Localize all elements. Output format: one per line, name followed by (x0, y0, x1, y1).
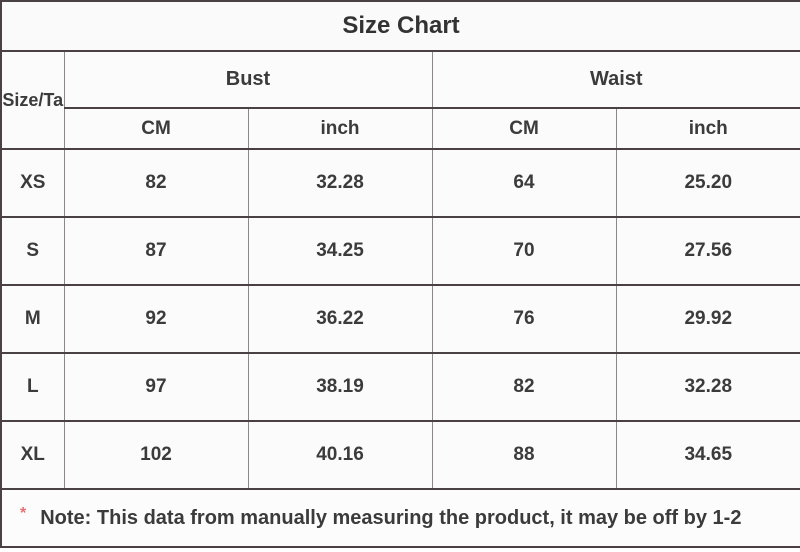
table-row-s: S 87 34.25 70 27.56 (0, 216, 800, 286)
size-label: M (0, 284, 65, 354)
cell-waist-inch: 29.92 (615, 284, 800, 354)
cell-bust-cm: 97 (63, 352, 249, 422)
group-header-row: Size/Ta Bust Waist (0, 50, 800, 150)
unit-header-waist-cm: CM (431, 107, 617, 150)
col-header-waist: Waist (431, 50, 800, 109)
cell-bust-cm: 82 (63, 148, 249, 218)
cell-bust-cm: 102 (63, 420, 249, 490)
cell-waist-inch: 34.65 (615, 420, 800, 490)
table-row-xl: XL 102 40.16 88 34.65 (0, 420, 800, 490)
cell-bust-cm: 87 (63, 216, 249, 286)
cell-waist-inch: 32.28 (615, 352, 800, 422)
title-row: Size Chart (0, 0, 800, 52)
measurement-note: * Note: This data from manually measurin… (2, 507, 800, 530)
note-text: Note: This data from manually measuring … (40, 506, 742, 529)
cell-waist-cm: 82 (431, 352, 617, 422)
col-header-bust: Bust (63, 50, 433, 109)
cell-bust-inch: 32.28 (247, 148, 433, 218)
table-row-xs: XS 82 32.28 64 25.20 (0, 148, 800, 218)
cell-bust-inch: 40.16 (247, 420, 433, 490)
unit-header-bust-inch: inch (247, 107, 433, 150)
size-label: XL (0, 420, 65, 490)
cell-bust-inch: 36.22 (247, 284, 433, 354)
cell-bust-inch: 38.19 (247, 352, 433, 422)
table-row-l: L 97 38.19 82 32.28 (0, 352, 800, 422)
cell-waist-cm: 64 (431, 148, 617, 218)
size-label: L (0, 352, 65, 422)
cell-bust-inch: 34.25 (247, 216, 433, 286)
unit-header-row: CM inch CM inch (1, 107, 800, 150)
size-label: XS (0, 148, 65, 218)
corner-label-size-table: Size/Ta (0, 50, 65, 150)
cell-waist-inch: 25.20 (615, 148, 800, 218)
cell-bust-cm: 92 (63, 284, 249, 354)
page-title: Size Chart (0, 0, 800, 52)
cell-waist-inch: 27.56 (615, 216, 800, 286)
note-asterisk: * (20, 506, 27, 523)
size-label: S (0, 216, 65, 286)
cell-waist-cm: 70 (431, 216, 617, 286)
unit-header-bust-cm: CM (63, 107, 249, 150)
note-row: * Note: This data from manually measurin… (0, 488, 800, 548)
unit-header-waist-inch: inch (615, 107, 800, 150)
cell-waist-cm: 76 (431, 284, 617, 354)
cell-waist-cm: 88 (431, 420, 617, 490)
table-row-m: M 92 36.22 76 29.92 (0, 284, 800, 354)
